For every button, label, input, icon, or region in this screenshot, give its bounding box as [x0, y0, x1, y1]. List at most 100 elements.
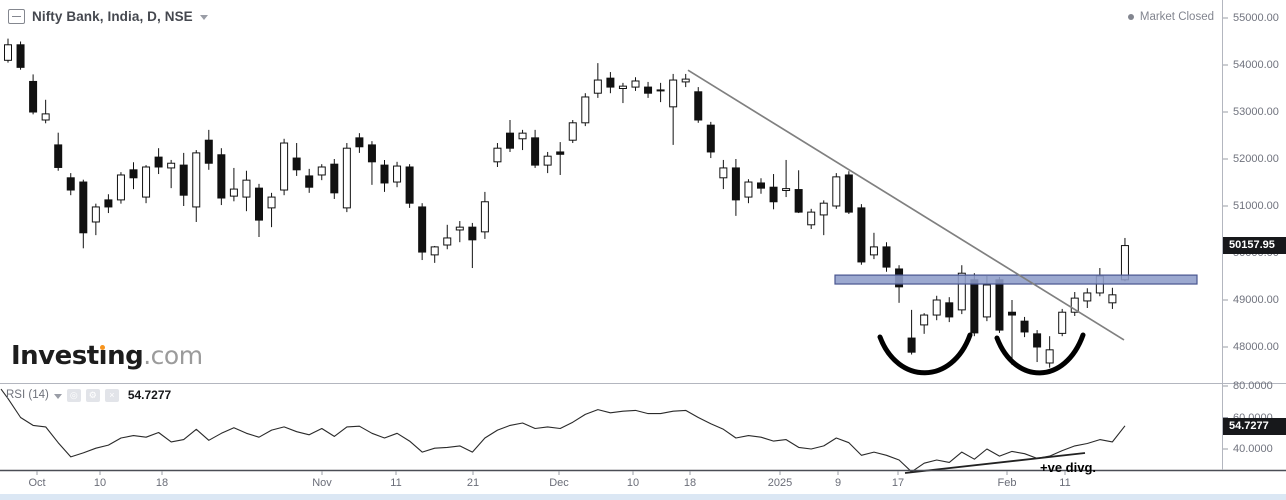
gear-icon[interactable]: ⚙ — [85, 388, 100, 402]
price-axis-label: 54000.00 — [1233, 59, 1279, 71]
candle-up — [832, 176, 841, 207]
candle-up — [719, 167, 728, 179]
candle-down — [844, 174, 853, 213]
time-axis-label: 21 — [466, 477, 480, 489]
candle-up — [581, 96, 590, 124]
rsi-line — [0, 388, 1126, 473]
watermark-suffix: .com — [143, 341, 203, 370]
candle-down — [204, 139, 213, 164]
rsi-current-value: 54.7277 — [127, 388, 172, 402]
candle-down — [706, 124, 715, 153]
candle-up — [142, 166, 151, 198]
status-dot-icon — [1127, 14, 1134, 20]
candle-down — [995, 279, 1004, 331]
candle-up — [807, 211, 816, 226]
candle-down — [468, 226, 477, 241]
candle-down — [54, 144, 63, 168]
candle-down — [129, 169, 138, 179]
support-zone[interactable] — [834, 274, 1198, 285]
candle-down — [418, 206, 427, 253]
candle-down — [104, 199, 113, 208]
candle-down — [970, 279, 979, 334]
cup-curve[interactable] — [877, 332, 973, 376]
time-axis-label: 11 — [390, 477, 402, 489]
candle-down — [1008, 311, 1016, 316]
candle-down — [1020, 320, 1029, 333]
candle-down — [305, 175, 314, 188]
candle-up — [1045, 349, 1054, 364]
candle-up — [41, 113, 50, 121]
candle-up — [443, 237, 452, 246]
time-axis-label: 17 — [891, 477, 905, 489]
candle-down — [355, 137, 364, 148]
chevron-down-icon[interactable] — [199, 15, 208, 20]
candle-up — [1058, 311, 1067, 334]
candle-down — [731, 167, 740, 201]
candle-down — [255, 187, 263, 221]
rsi-value-tag: 54.7277 — [1223, 417, 1286, 435]
candle-up — [631, 80, 640, 88]
candle-down — [606, 77, 615, 88]
candle-down — [29, 80, 38, 113]
candle-down — [769, 186, 778, 203]
time-axis-label: 18 — [683, 477, 697, 489]
candle-up — [267, 196, 276, 209]
time-axis-label: 11 — [1059, 477, 1071, 489]
rsi-divergence-line[interactable] — [904, 452, 1086, 474]
bottom-strip — [0, 494, 1286, 500]
candle-down — [330, 163, 339, 194]
candle-down — [66, 177, 75, 191]
candle-up — [393, 165, 402, 183]
candle-up — [317, 166, 326, 176]
chevron-down-icon[interactable] — [53, 393, 62, 399]
candle-up — [568, 122, 577, 141]
candle-up — [869, 246, 878, 256]
candle-up — [229, 188, 238, 197]
candle-down — [154, 156, 163, 168]
eye-icon[interactable]: ◎ — [66, 388, 81, 402]
candle-up — [920, 314, 929, 326]
candle-up — [342, 147, 351, 209]
candle-up — [819, 202, 828, 216]
candle-up — [518, 132, 527, 140]
downtrend-line[interactable] — [687, 69, 1125, 341]
candle-up — [782, 188, 791, 191]
close-icon[interactable]: × — [104, 388, 119, 402]
time-axis-label: 10 — [626, 477, 640, 489]
candle-up — [455, 226, 464, 231]
candle-up — [618, 85, 627, 90]
market-status-label: Market Closed — [1139, 11, 1214, 23]
candle-down — [882, 246, 891, 268]
time-axis-label: 9 — [834, 477, 842, 489]
candle-up — [1083, 292, 1092, 302]
candle-up — [242, 179, 251, 198]
time-axis-label: 2025 — [767, 477, 793, 489]
positive-divergence-label: +ve divg. — [1040, 460, 1096, 475]
candle-down — [16, 44, 25, 68]
candle-down — [1033, 333, 1042, 348]
candle-down — [694, 91, 703, 121]
candle-up — [593, 79, 602, 94]
candle-up — [982, 284, 991, 318]
candle-down — [367, 144, 376, 163]
candle-up — [91, 206, 100, 223]
candle-up — [430, 246, 439, 256]
candle-up — [480, 201, 489, 233]
rsi-indicator-header: RSI (14) ◎ ⚙ × 54.7277 — [6, 388, 171, 402]
candle-down — [179, 164, 188, 196]
candle-down — [292, 157, 301, 171]
cup-curve[interactable] — [994, 332, 1086, 376]
candle-down — [531, 137, 540, 166]
candle-up — [543, 155, 552, 166]
price-axis-label: 52000.00 — [1233, 153, 1279, 165]
candle-down — [79, 181, 88, 234]
candle-down — [945, 302, 954, 318]
last-price-tag: 50157.95 — [1223, 237, 1286, 255]
legend-collapse-icon[interactable] — [8, 9, 25, 24]
candle-up — [4, 44, 12, 61]
symbol-legend[interactable]: Nifty Bank, India, D, NSE — [8, 9, 208, 24]
candle-up — [932, 299, 941, 316]
candle-down — [506, 132, 514, 149]
